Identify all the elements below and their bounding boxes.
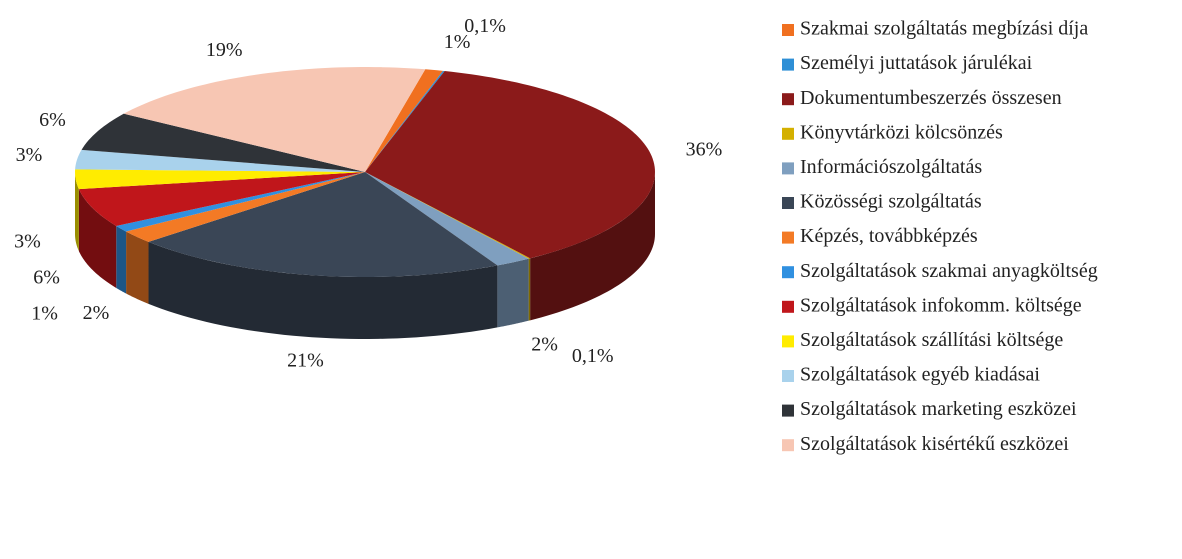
slice [365, 71, 655, 259]
pie-sides [75, 172, 655, 339]
data-label: 36% [686, 138, 723, 160]
legend-label: Szolgáltatások egyéb kiadásai [800, 364, 1040, 386]
slice [365, 172, 531, 259]
data-label: 3% [16, 144, 43, 166]
legend-swatch [782, 231, 794, 244]
pie-tops [75, 67, 655, 277]
data-label: 1% [31, 303, 58, 325]
slice-side [116, 225, 127, 294]
slice [126, 172, 365, 242]
legend-swatch [782, 127, 794, 140]
slice [365, 172, 529, 266]
slice-side [148, 241, 498, 339]
data-label: 0,1% [572, 345, 614, 367]
slice-side [497, 258, 529, 328]
slice [75, 169, 366, 190]
data-label: 19% [206, 39, 243, 61]
legend-label: Szolgáltatások szállítási költsége [800, 329, 1063, 351]
legend-label: Szolgáltatások szakmai anyagköltség [800, 260, 1098, 282]
legend-swatch [782, 266, 794, 279]
data-label: 0,1% [464, 15, 506, 37]
legend-swatch [782, 162, 794, 175]
legend-label: Személyi juttatások járulékai [800, 52, 1033, 74]
slice [75, 149, 365, 172]
data-label: 2% [83, 302, 110, 324]
slice-side [126, 231, 149, 304]
legend-label: Közösségi szolgáltatás [800, 191, 982, 213]
data-label: 6% [33, 266, 60, 288]
slice-side [528, 258, 531, 321]
legend-label: Képzés, továbbképzés [800, 225, 978, 247]
slice [123, 67, 426, 172]
legend-label: Információszolgáltatás [800, 156, 982, 178]
legend-label: Dokumentumbeszerzés összesen [800, 87, 1062, 109]
data-label: 1% [444, 31, 471, 53]
legend-swatch [782, 93, 794, 106]
slice-side [75, 172, 79, 252]
slice [78, 172, 366, 226]
slice [116, 172, 365, 232]
data-label: 2% [531, 333, 558, 355]
slice [365, 70, 445, 172]
legend-label: Szakmai szolgáltatás megbízási díja [800, 18, 1088, 40]
data-label: 6% [39, 109, 66, 131]
slice [81, 113, 365, 172]
legend-swatch [782, 404, 794, 417]
legend-swatch [782, 58, 794, 71]
legend-label: Szolgáltatások marketing eszközei [800, 398, 1077, 420]
slice-side [530, 172, 655, 321]
legend-swatch [782, 370, 794, 382]
data-label: 3% [14, 231, 41, 253]
legend-swatch [782, 300, 794, 313]
legend-label: Könyvtárközi kölcsönzés [800, 121, 1003, 143]
legend-label: Szolgáltatások kisértékű eszközei [800, 433, 1069, 455]
legend: Szakmai szolgáltatás megbízási díja Szemé… [782, 18, 1098, 455]
legend-swatch [782, 335, 794, 348]
legend-swatch [782, 24, 794, 36]
legend-swatch [782, 439, 794, 452]
data-label: 21% [287, 349, 324, 371]
slice [148, 172, 498, 277]
legend-swatch [782, 197, 794, 209]
slice-side [78, 189, 117, 288]
legend-label: Szolgáltatások infokomm. költsége [800, 294, 1082, 316]
slice [365, 69, 443, 172]
